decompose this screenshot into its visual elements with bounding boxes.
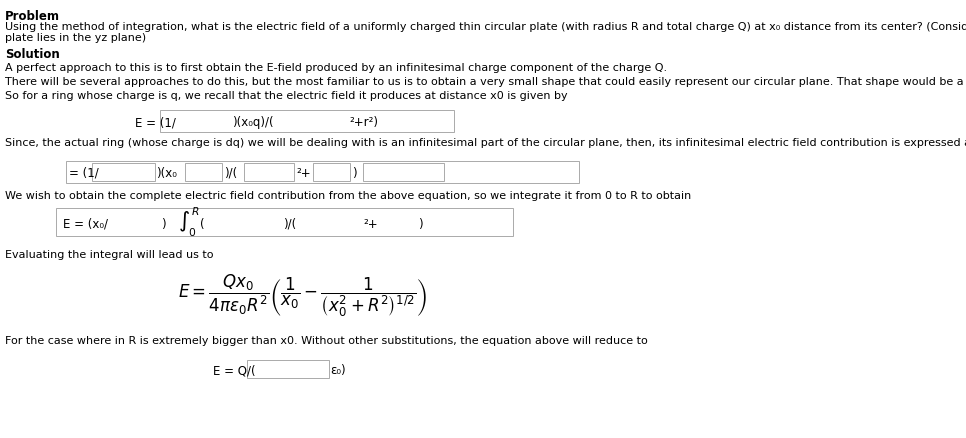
Text: E = Q/(: E = Q/( <box>213 364 255 377</box>
FancyBboxPatch shape <box>363 163 444 181</box>
Text: ε₀): ε₀) <box>330 364 346 377</box>
Text: ): ) <box>353 167 357 180</box>
Text: )/(: )/( <box>283 218 297 231</box>
FancyBboxPatch shape <box>97 210 159 228</box>
Text: So for a ring whose charge is q, we recall that the electric field it produces a: So for a ring whose charge is q, we reca… <box>5 91 568 101</box>
FancyBboxPatch shape <box>166 112 228 130</box>
Text: )/(: )/( <box>224 167 238 180</box>
FancyBboxPatch shape <box>92 163 155 181</box>
FancyBboxPatch shape <box>285 112 348 130</box>
Text: Evaluating the integral will lead us to: Evaluating the integral will lead us to <box>5 250 213 260</box>
FancyBboxPatch shape <box>66 161 579 183</box>
Text: ²+: ²+ <box>296 167 311 180</box>
Text: Since, the actual ring (whose charge is dq) we will be dealing with is an infini: Since, the actual ring (whose charge is … <box>5 138 966 148</box>
Text: (: ( <box>200 218 205 231</box>
Text: A perfect approach to this is to first obtain the E-field produced by an infinit: A perfect approach to this is to first o… <box>5 63 668 73</box>
FancyBboxPatch shape <box>313 163 351 181</box>
Text: For the case where in R is extremely bigger than x0. Without other substitutions: For the case where in R is extremely big… <box>5 336 648 346</box>
Text: ²+r²): ²+r²) <box>350 116 379 129</box>
Text: ): ) <box>161 218 166 231</box>
FancyBboxPatch shape <box>299 210 361 228</box>
Text: ²+: ²+ <box>363 218 379 231</box>
Text: Using the method of integration, what is the electric field of a uniformly charg: Using the method of integration, what is… <box>5 22 966 32</box>
FancyBboxPatch shape <box>244 163 295 181</box>
Text: ): ) <box>418 218 423 231</box>
Text: $\int_0^R$: $\int_0^R$ <box>179 205 200 239</box>
Text: Solution: Solution <box>5 48 60 61</box>
Text: )(x₀: )(x₀ <box>156 167 178 180</box>
Text: $E = \dfrac{Qx_0}{4\pi\varepsilon_0 R^2}\left(\dfrac{1}{x_0} - \dfrac{1}{\left(x: $E = \dfrac{Qx_0}{4\pi\varepsilon_0 R^2}… <box>178 273 427 319</box>
Text: E = (x₀/: E = (x₀/ <box>63 218 107 231</box>
FancyBboxPatch shape <box>426 210 500 228</box>
Text: There will be several approaches to do this, but the most familiar to us is to o: There will be several approaches to do t… <box>5 77 966 87</box>
Text: plate lies in the yz plane): plate lies in the yz plane) <box>5 33 146 43</box>
FancyBboxPatch shape <box>185 163 222 181</box>
FancyBboxPatch shape <box>56 208 513 236</box>
FancyBboxPatch shape <box>379 210 416 228</box>
FancyBboxPatch shape <box>247 360 328 378</box>
Text: E = (1/: E = (1/ <box>134 116 176 129</box>
Text: = (1/: = (1/ <box>69 167 99 180</box>
Text: Problem: Problem <box>5 10 60 23</box>
Text: We wish to obtain the complete electric field contribution from the above equati: We wish to obtain the complete electric … <box>5 191 692 201</box>
FancyBboxPatch shape <box>159 110 454 132</box>
FancyBboxPatch shape <box>207 210 282 228</box>
Text: )(x₀q)/(: )(x₀q)/( <box>232 116 273 129</box>
